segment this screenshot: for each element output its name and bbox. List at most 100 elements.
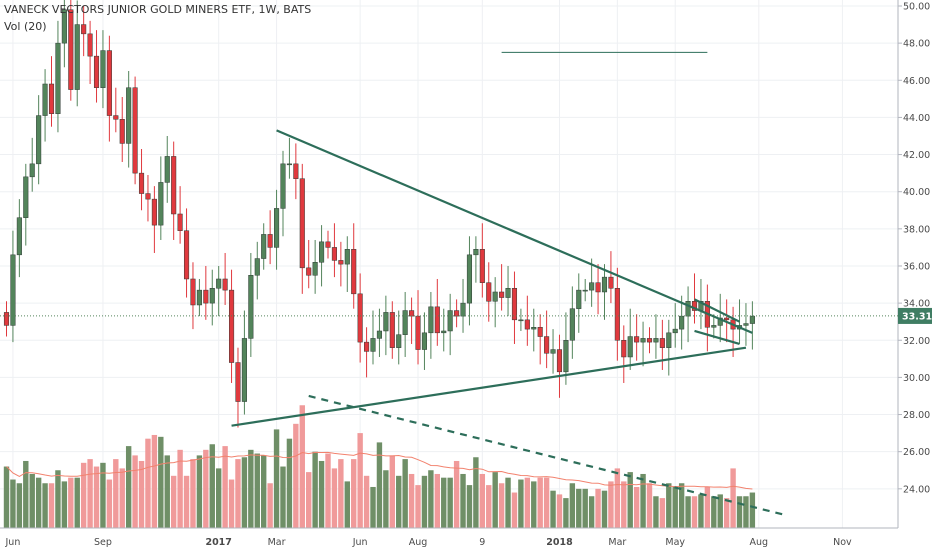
price-tick-label: 24.00 <box>903 484 930 495</box>
volume-bar <box>511 492 518 528</box>
price-tick-label: 38.00 <box>903 224 930 235</box>
candle <box>171 141 177 240</box>
volume-bar <box>479 473 486 528</box>
candle <box>183 208 190 298</box>
candle-body <box>376 330 382 339</box>
candle-body <box>36 115 42 165</box>
candle-body <box>190 278 196 306</box>
candle-body <box>16 217 22 256</box>
volume-bar <box>531 481 537 528</box>
candle <box>235 347 241 428</box>
price-tick-label: 34.00 <box>903 299 930 310</box>
candle-body <box>370 338 376 352</box>
candle <box>685 286 691 343</box>
price-tick-label: 48.00 <box>903 39 930 50</box>
candle <box>569 286 575 359</box>
candle <box>370 310 376 365</box>
candle <box>634 314 640 361</box>
volume-bar <box>486 485 492 528</box>
candle-body <box>119 119 125 144</box>
volume-bar <box>537 477 543 528</box>
candle <box>640 321 646 367</box>
candle <box>473 236 479 283</box>
candle-body <box>454 310 460 317</box>
volume-bar <box>711 496 717 528</box>
candle-body <box>389 312 395 348</box>
candle <box>627 308 633 370</box>
chart-title: VANECK VECTORS JUNIOR GOLD MINERS ETF, 1… <box>4 3 312 16</box>
volume-bar <box>267 483 273 528</box>
candle <box>312 239 318 294</box>
candle-body <box>183 230 190 280</box>
candle <box>16 199 22 278</box>
volume-bar <box>415 485 421 528</box>
candle-body <box>409 310 415 317</box>
time-axis[interactable]: Jun Sep 2017 Mar Jun Aug 9 2018 Mar May Aug Nov <box>0 527 898 548</box>
candle <box>441 308 447 352</box>
time-tick-label: Sep <box>94 537 112 548</box>
candle <box>556 334 563 398</box>
candle <box>100 30 106 109</box>
price-axis[interactable]: 24.00 26.00 28.00 30.00 32.00 34.00 36.00 38.00… <box>897 0 930 528</box>
volume-bar <box>280 466 286 528</box>
volume-bar <box>621 481 627 528</box>
candle <box>319 225 325 287</box>
volume-bars <box>3 405 756 528</box>
candle <box>704 284 710 352</box>
volume-bar <box>145 438 151 528</box>
candle-body <box>556 349 563 373</box>
candle <box>216 265 222 317</box>
volume-ma-line <box>6 451 753 490</box>
volume-bar <box>730 468 736 528</box>
candle <box>280 150 286 237</box>
volume-bar <box>48 483 55 528</box>
volume-bar <box>376 442 383 528</box>
time-tick-label: 9 <box>479 537 485 548</box>
candle-body <box>113 115 119 120</box>
candle-body <box>357 293 363 343</box>
candle <box>306 239 312 289</box>
volume-bar <box>383 470 389 528</box>
candle <box>376 308 382 357</box>
volume-bar <box>640 473 646 528</box>
candle-body <box>544 336 550 354</box>
volume-ma-path <box>6 451 753 490</box>
candle <box>203 265 209 320</box>
candle-body <box>505 288 511 298</box>
candle <box>492 277 498 328</box>
candle-body <box>325 241 331 248</box>
volume-bar <box>408 473 415 528</box>
candle <box>267 210 273 265</box>
candle-body <box>151 198 157 226</box>
volume-bar <box>543 477 550 528</box>
candle <box>531 308 537 352</box>
candle <box>286 137 292 179</box>
candle-body <box>492 291 498 302</box>
candle <box>132 76 138 185</box>
candle-body <box>280 163 286 209</box>
candle-body <box>524 319 530 330</box>
candle-body <box>479 249 485 283</box>
candles <box>3 0 755 428</box>
volume-bar <box>170 475 177 528</box>
candle <box>614 267 620 361</box>
candle <box>447 293 453 356</box>
candle-body <box>126 87 132 144</box>
candle-body <box>621 340 627 358</box>
candle-body <box>209 288 215 304</box>
candle <box>351 223 357 309</box>
candle <box>42 69 48 142</box>
price-tick-label: 30.00 <box>903 373 930 384</box>
candle-body <box>235 362 241 402</box>
candle <box>138 148 145 211</box>
price-tick-label: 44.00 <box>903 113 930 124</box>
volume-bar <box>338 459 344 528</box>
volume-bar <box>29 473 35 528</box>
volume-bar <box>698 494 704 528</box>
volume-bar <box>460 473 466 528</box>
candle-body <box>248 275 254 339</box>
volume-bar <box>93 466 100 528</box>
volume-bar <box>518 479 524 528</box>
candle-body <box>447 310 453 332</box>
